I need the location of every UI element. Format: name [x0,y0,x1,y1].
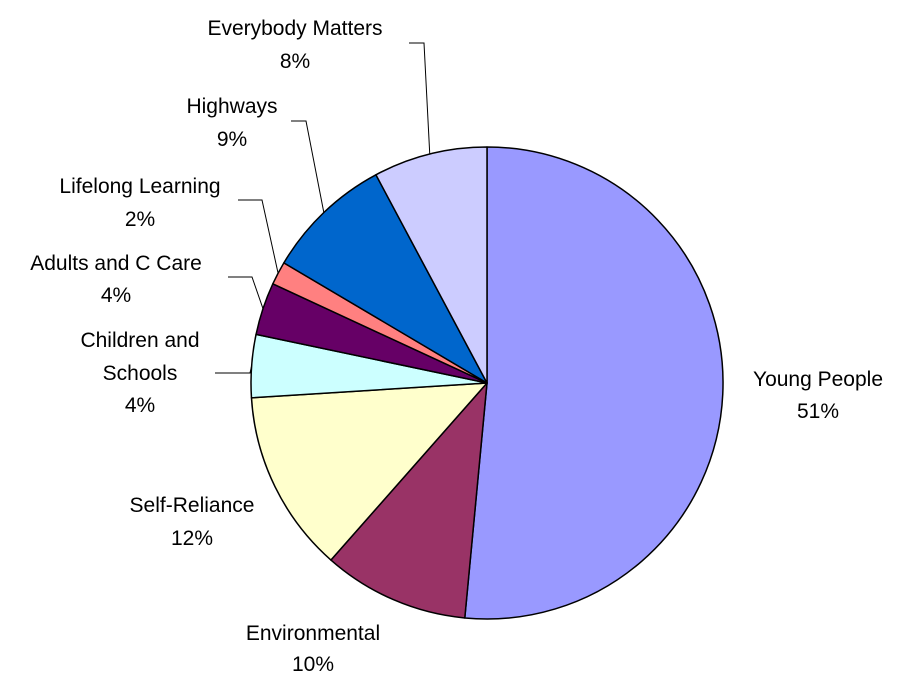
slice-environmental [330,382,488,619]
slice-highways [283,174,488,384]
pct-children-and-schools: 4% [125,394,155,417]
leader-highways [291,120,325,213]
pct-everybody-matters: 8% [280,50,310,73]
label-environmental: Environmental [246,622,380,645]
pct-highways: 9% [217,128,247,151]
leader-adults-and-c-care [228,276,264,309]
pct-adults-and-c-care: 4% [101,284,131,307]
pct-self-reliance: 12% [171,527,213,550]
slice-young-people [464,146,724,620]
label-adults-and-c-care: Adults and C Care [30,252,202,275]
pct-young-people: 51% [797,400,839,423]
label-children-and-schools-line2: Schools [103,362,178,385]
label-young-people: Young People [753,368,883,391]
slice-self-reliance [250,382,488,561]
label-self-reliance: Self-Reliance [130,494,255,517]
label-everybody-matters: Everybody Matters [207,17,382,40]
pct-lifelong-learning: 2% [125,208,155,231]
leader-everybody-matters [409,42,431,155]
slice-labels: Young People 51% Environmental 10% Self-… [30,17,883,673]
label-children-and-schools-line1: Children and [80,329,199,352]
pct-environmental: 10% [292,653,334,673]
pie-slices [250,146,724,620]
leader-lines [215,42,431,374]
label-highways: Highways [186,95,277,118]
leader-children-and-schools [215,365,253,374]
leader-lifelong-learning [238,199,279,274]
label-lifelong-learning: Lifelong Learning [59,175,220,198]
